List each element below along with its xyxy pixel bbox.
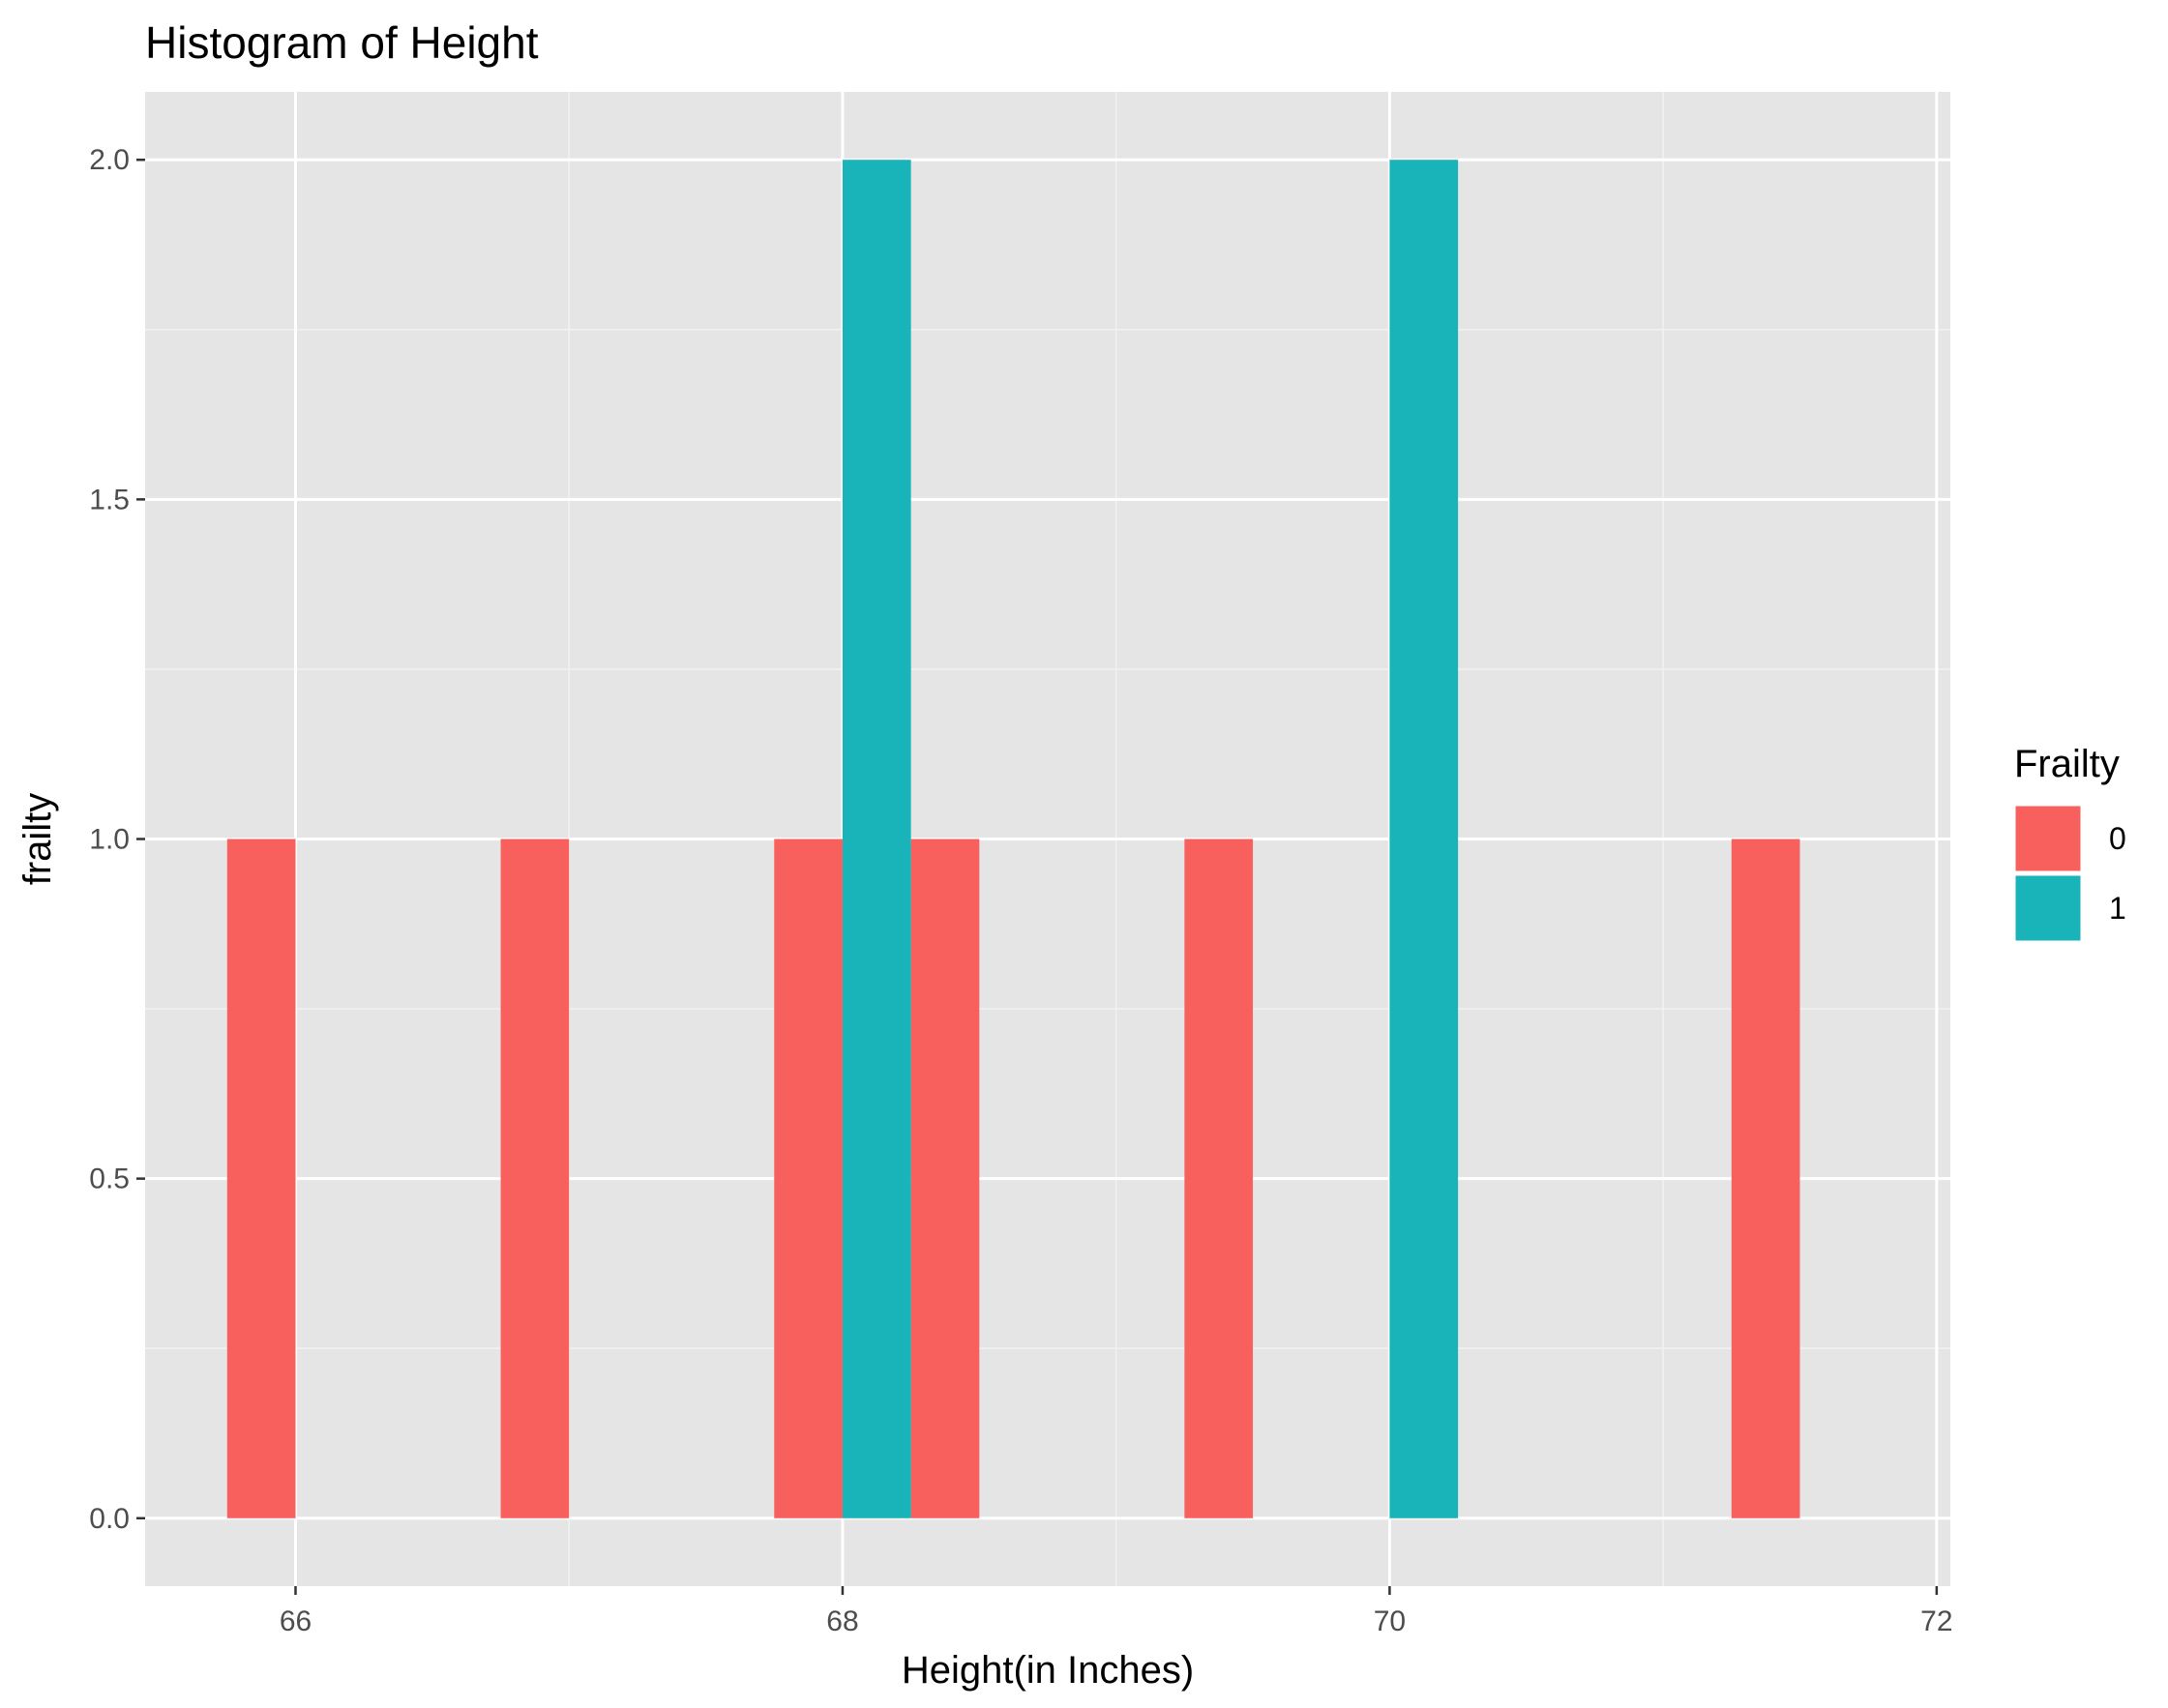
x-tick-label: 70 (1374, 1605, 1406, 1637)
x-axis: 66 68 70 72 (280, 1586, 1953, 1637)
y-tick-label: 2.0 (89, 144, 130, 176)
legend-label-1: 1 (2109, 891, 2126, 926)
y-axis-title: frailty (16, 793, 59, 886)
legend-label-0: 0 (2109, 821, 2126, 856)
legend-key-1 (2012, 872, 2084, 944)
histogram-bar-group-0 (774, 839, 843, 1518)
y-axis: 0.0 0.5 1.0 1.5 2.0 (89, 144, 145, 1535)
legend: Frailty 01 (2012, 743, 2126, 944)
legend-entries: 01 (2012, 803, 2126, 944)
x-axis-title: Height(in Inches) (902, 1649, 1194, 1692)
x-tick-label: 66 (280, 1605, 312, 1637)
x-tick-label: 68 (826, 1605, 858, 1637)
y-tick-label: 0.0 (89, 1503, 130, 1535)
histogram-bar-group-0 (910, 839, 980, 1518)
x-tick-label: 72 (1920, 1605, 1952, 1637)
chart-title: Histogram of Height (145, 17, 539, 68)
histogram-bars (226, 160, 1800, 1518)
histogram-bar-group-1 (1389, 160, 1459, 1518)
histogram-bar-group-1 (842, 160, 911, 1518)
histogram-bar-group-0 (1731, 839, 1800, 1518)
legend-title: Frailty (2014, 743, 2120, 785)
histogram-bar-group-0 (500, 839, 570, 1518)
histogram-bar-group-0 (226, 839, 296, 1518)
y-tick-label: 0.5 (89, 1163, 130, 1195)
legend-key-0 (2012, 803, 2084, 874)
y-tick-label: 1.0 (89, 824, 130, 856)
histogram-bar-group-0 (1184, 839, 1254, 1518)
y-tick-label: 1.5 (89, 484, 130, 515)
